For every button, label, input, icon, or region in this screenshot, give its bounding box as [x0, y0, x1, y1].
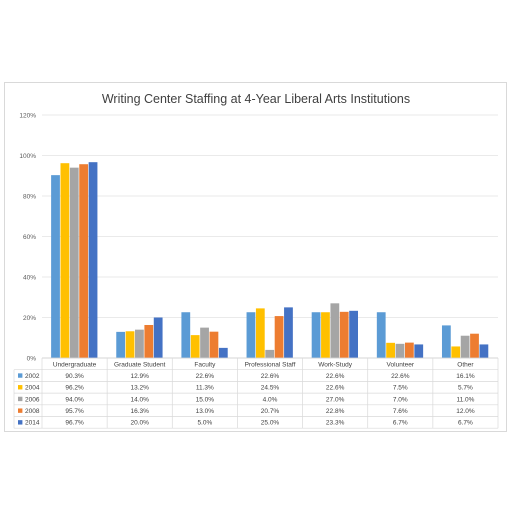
data-label: 25.0% [261, 420, 280, 427]
data-label: 22.8% [326, 408, 345, 415]
bar-2004-3 [190, 335, 200, 358]
data-label: 95.7% [65, 408, 84, 415]
data-label: 94.0% [65, 396, 84, 403]
data-label: 16.3% [130, 408, 149, 415]
bar-2014-1 [88, 162, 98, 358]
bar-2002-7 [441, 325, 451, 358]
y-tick-label: 60% [23, 234, 36, 241]
bar-2006-5 [330, 303, 340, 358]
data-label: 5.7% [458, 385, 473, 392]
bars [51, 162, 489, 358]
data-label: 27.0% [326, 396, 345, 403]
y-tick-label: 100% [19, 153, 36, 160]
data-label: 23.3% [326, 420, 345, 427]
bar-2008-2 [144, 324, 154, 358]
legend-key-2002 [18, 373, 23, 378]
y-tick-label: 120% [19, 112, 36, 119]
data-label: 7.6% [393, 408, 408, 415]
data-label: 11.0% [456, 396, 474, 403]
bar-2014-2 [153, 317, 163, 358]
data-label: 4.0% [263, 396, 278, 403]
data-label: 22.6% [391, 373, 410, 380]
data-label: 24.5% [261, 385, 280, 392]
data-label: 13.2% [130, 385, 149, 392]
category-label: Undergraduate [53, 361, 97, 368]
legend-key-2014 [18, 420, 23, 425]
bar-2004-5 [321, 312, 330, 358]
gridlines: 0% 20% 40% 60% 80% 100% 120% [19, 112, 498, 362]
category-label: Professional Staff [245, 361, 296, 368]
y-tick-label: 20% [23, 315, 36, 322]
legend-label: 2006 [25, 396, 40, 403]
y-tick-label: 0% [27, 355, 37, 362]
legend-key-2008 [18, 408, 23, 413]
bar-2002-5 [311, 312, 321, 358]
bar-2004-1 [60, 163, 70, 358]
data-label: 6.7% [393, 420, 408, 427]
chart-title: Writing Center Staffing at 4-Year Libera… [101, 92, 411, 106]
bar-2006-4 [265, 349, 275, 358]
data-label: 7.0% [393, 396, 408, 403]
data-label: 96.2% [65, 385, 84, 392]
bar-2014-5 [349, 310, 358, 358]
bar-2008-7 [470, 333, 479, 358]
legend-label: 2002 [25, 373, 40, 380]
data-label: 7.5% [393, 385, 408, 392]
category-label: Volunteer [387, 361, 415, 368]
y-tick-label: 40% [23, 274, 36, 281]
data-label: 14.0% [130, 396, 149, 403]
bar-2004-2 [125, 331, 135, 358]
data-label: 13.0% [196, 408, 215, 415]
bar-2008-3 [209, 331, 219, 358]
bar-2004-4 [255, 308, 265, 358]
legend-key-2006 [18, 396, 23, 402]
bar-2006-6 [395, 343, 405, 358]
data-label: 12.9% [130, 373, 149, 380]
bar-2006-1 [69, 167, 79, 358]
bar-2014-4 [284, 307, 293, 358]
bar-2014-3 [218, 347, 228, 358]
bar-2006-2 [135, 329, 144, 358]
data-label: 6.7% [458, 420, 473, 427]
data-label: 5.0% [197, 420, 212, 427]
legend-label: 2004 [25, 385, 40, 392]
bar-2008-1 [79, 164, 89, 358]
data-label: 20.0% [130, 420, 149, 427]
category-label: Faculty [194, 361, 216, 368]
data-label: 22.6% [196, 373, 215, 380]
bar-2004-7 [451, 346, 461, 358]
bar-2002-6 [376, 312, 386, 358]
data-label: 15.0% [196, 396, 215, 403]
bar-2006-7 [460, 335, 470, 358]
legend-label: 2014 [25, 420, 40, 427]
bar-2002-3 [181, 312, 191, 358]
y-tick-label: 80% [23, 193, 36, 200]
bar-2002-1 [51, 175, 60, 358]
bar-2004-6 [386, 342, 395, 358]
bar-2014-7 [479, 344, 489, 358]
data-table: Undergraduate Graduate Student Faculty Prof… [13, 357, 499, 429]
legend-key-2004 [18, 385, 23, 390]
data-label: 16.1% [456, 373, 475, 380]
bar-2002-4 [246, 312, 256, 358]
data-label: 20.7% [261, 408, 280, 415]
bar-2008-5 [339, 311, 349, 358]
data-label: 22.6% [326, 385, 345, 392]
category-label: Other [457, 361, 474, 368]
legend-label: 2008 [25, 408, 40, 415]
data-label: 12.0% [456, 408, 475, 415]
bar-2002-2 [116, 331, 126, 358]
data-label: 11.3% [196, 385, 214, 392]
data-label: 22.6% [261, 373, 280, 380]
data-label: 90.3% [65, 373, 84, 380]
category-label: Graduate Student [114, 361, 166, 368]
bar-2014-6 [414, 344, 424, 358]
data-label: 22.6% [326, 373, 345, 380]
bar-2008-6 [404, 342, 414, 358]
bar-2008-4 [274, 316, 284, 358]
category-label: Work-Study [318, 361, 353, 368]
bar-2006-3 [200, 327, 209, 358]
data-label: 96.7% [65, 420, 84, 427]
